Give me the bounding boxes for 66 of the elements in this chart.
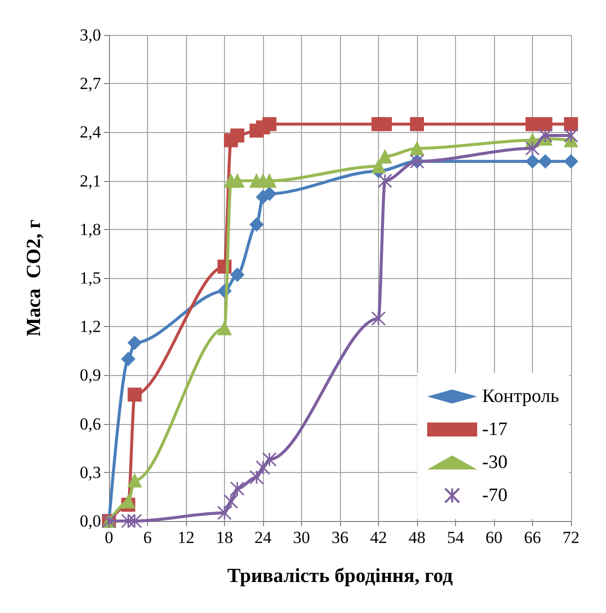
y-tick-label: 3,0 [80,26,101,44]
point [230,128,244,142]
point [249,470,264,485]
legend-label: -70 [482,485,508,506]
point [378,174,392,188]
legend-label: -17 [482,419,508,440]
point [121,514,136,528]
point [121,352,136,366]
x-axis-title: Тривалість бродіння, год [227,565,453,587]
point [250,218,264,232]
x-tick-label: 48 [408,528,426,547]
point [564,128,578,143]
point [410,141,424,156]
point [230,174,244,188]
y-axis-title: Маса CO2, г [23,219,45,337]
point [262,452,277,467]
y-tick-label: 0,0 [80,512,101,530]
point [217,506,232,520]
point [538,128,553,143]
y-tick-label: 0,9 [80,366,101,385]
point [526,154,540,168]
point [538,154,552,168]
point [410,117,424,132]
point [564,154,578,168]
y-tick-label: 1,2 [80,317,101,336]
x-tick-label: 30 [293,528,310,547]
y-tick-label: 0,3 [80,462,101,482]
point [230,268,244,282]
point [564,117,578,132]
point [525,141,540,156]
x-tick-label: 36 [332,528,348,547]
x-tick-label: 24 [254,528,272,547]
point [224,494,238,509]
legend-label: Контроль [482,386,560,407]
point [128,474,142,488]
x-tick-label: 12 [178,528,194,547]
point [372,159,386,174]
point [378,150,392,164]
y-tick-label: 1,5 [80,268,101,288]
x-tick-label: 54 [447,528,464,547]
x-tick-label: 18 [216,528,233,547]
x-tick-label: 6 [143,528,152,547]
point [378,117,392,132]
point [128,336,142,350]
point [538,117,552,132]
point [230,481,245,496]
x-tick-label: 66 [524,528,541,547]
x-tick-label: 42 [370,528,387,547]
point [128,388,142,402]
point [526,117,540,132]
y-tick-label: 2,1 [80,171,101,190]
x-tick-label: 72 [562,528,580,547]
x-tick-label: 0 [104,528,114,547]
y-tick-label: 1,8 [80,220,101,239]
y-tick-label: 2,7 [80,74,102,94]
point [262,117,276,132]
legend-label: -30 [482,452,508,473]
point [127,514,142,528]
point [262,174,276,188]
y-tick-label: 2,4 [80,122,102,142]
point [256,460,270,475]
point [371,311,386,326]
y-tick-label: 0,6 [80,414,101,434]
point [218,321,232,336]
point [121,494,136,509]
x-tick-label: 60 [486,528,502,547]
